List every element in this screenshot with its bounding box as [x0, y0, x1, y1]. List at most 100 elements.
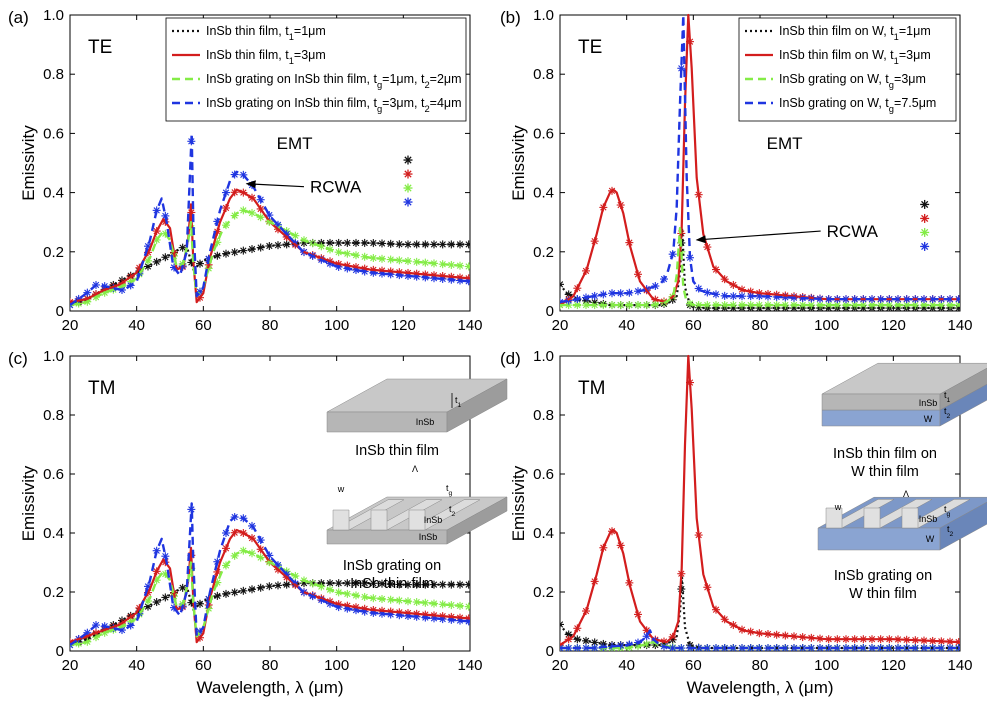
text-part: 1	[947, 397, 951, 404]
text-part: 2	[424, 80, 429, 90]
marker-stroke	[704, 289, 711, 296]
rcwa-marker	[196, 259, 204, 268]
marker-stroke	[378, 240, 386, 247]
legend-entry: InSb thin film, t1=1μm	[206, 24, 326, 42]
x-tick-label: 120	[881, 317, 906, 334]
material-label: InSb	[424, 515, 443, 525]
emt-line-blue	[560, 629, 960, 650]
text-part: =4μm	[430, 96, 462, 110]
rcwa-marker	[447, 601, 456, 610]
text-part: 1	[289, 56, 294, 66]
emt-line-green	[70, 549, 470, 647]
rcwa-key-marker-black	[920, 199, 930, 209]
curves	[70, 132, 470, 310]
marker-stroke	[162, 553, 169, 560]
material-label: InSb	[419, 532, 438, 542]
rcwa-arrow	[695, 230, 821, 244]
emt-line-green	[70, 209, 470, 307]
x-tick-label: 120	[391, 657, 416, 674]
text-part: =3μm, t	[382, 96, 425, 110]
rcwa-marker	[343, 249, 352, 258]
y-tick-label: 0.6	[533, 125, 554, 142]
text-part: InSb thin film on W, t	[779, 24, 894, 38]
marker-stroke	[560, 304, 564, 309]
marker-stroke	[799, 301, 806, 309]
x-tick-label: 120	[391, 317, 416, 334]
marker-stroke	[721, 644, 728, 651]
marker-stroke	[448, 261, 455, 269]
marker-stroke	[196, 260, 204, 267]
marker-stroke	[574, 636, 581, 643]
marker-stroke	[422, 581, 429, 588]
marker-stroke	[188, 506, 195, 513]
marker-stroke	[903, 301, 910, 309]
marker-stroke	[404, 156, 412, 164]
emt-line-red	[560, 13, 960, 307]
rcwa-marker	[378, 239, 386, 248]
marker-stroke	[70, 298, 74, 303]
marker-stroke	[352, 239, 360, 247]
text-part: g	[889, 80, 894, 90]
marker-stroke	[144, 242, 152, 250]
x-tick-label: 20	[552, 657, 569, 674]
y-axis-label: Emissivity	[19, 465, 38, 541]
rcwa-marker	[703, 288, 712, 297]
text-part: t	[944, 504, 947, 514]
y-tick-label: 1.0	[533, 7, 554, 24]
marker-stroke	[560, 623, 564, 628]
legend-entry: InSb thin film on W, t1=3μm	[779, 48, 931, 66]
x-tick-label: 60	[685, 657, 702, 674]
marker-stroke	[825, 301, 832, 309]
panel-b: 20 40 60 80 100 120 140 0 0.2 0.4 0.6 0.8 1.0 Emissiv…	[500, 7, 973, 334]
marker-stroke	[591, 301, 598, 309]
marker-stroke	[283, 241, 290, 248]
x-axis-label: Wavelength, λ (μm)	[686, 678, 833, 697]
y-tick-label: 0	[546, 643, 554, 660]
legend-entry: InSb thin film, t1=3μm	[206, 48, 326, 66]
rcwa-marker	[334, 588, 343, 597]
text-part: InSb grating on InSb thin film, t	[206, 96, 377, 110]
rcwa-marker	[395, 240, 404, 249]
marker-stroke	[591, 644, 598, 651]
y-tick-label: 0.2	[43, 584, 64, 601]
mode-label: TM	[578, 378, 605, 399]
thickness-label: t2	[947, 524, 954, 538]
marker-stroke	[617, 301, 624, 309]
mode-label: TE	[578, 37, 602, 58]
x-tick-label: 20	[552, 317, 569, 334]
text-part: 2	[452, 511, 456, 518]
y-tick-label: 0.4	[533, 185, 554, 202]
marker-stroke	[248, 550, 256, 557]
thickness-label: tg	[944, 504, 951, 518]
marker-stroke	[153, 207, 160, 214]
y-tick-label: 0.8	[533, 66, 554, 83]
legend-entry: InSb grating on W, tg=7.5μm	[779, 96, 936, 114]
text-part: =3μm	[894, 72, 926, 86]
width-label: w	[337, 484, 345, 494]
marker-stroke	[162, 212, 169, 220]
x-tick-label: 20	[62, 317, 79, 334]
legend-entry: InSb grating on InSb thin film, tg=1μm, …	[206, 72, 462, 90]
text-part: InSb thin film, t	[206, 48, 289, 62]
material-label: InSb	[919, 514, 938, 524]
y-tick-label: 0.8	[533, 407, 554, 424]
marker-stroke	[387, 240, 394, 248]
rcwa-marker	[343, 579, 352, 588]
text-part: g	[377, 104, 382, 114]
marker-stroke	[70, 644, 74, 649]
y-tick-label: 0	[56, 643, 64, 660]
x-tick-label: 40	[618, 317, 635, 334]
x-tick-label: 140	[947, 317, 972, 334]
x-tick-label: 60	[195, 317, 212, 334]
legend-entry: InSb grating on W, tg=3μm	[779, 72, 926, 90]
text-part: 2	[424, 104, 429, 114]
x-tick-label: 40	[128, 317, 145, 334]
thickness-label: t2	[944, 406, 951, 420]
marker-stroke	[560, 644, 564, 649]
marker-stroke	[344, 250, 351, 257]
marker-stroke	[344, 579, 351, 587]
marker-stroke	[257, 584, 264, 591]
marker-stroke	[456, 581, 464, 588]
y-tick-label: 0.8	[43, 66, 64, 83]
